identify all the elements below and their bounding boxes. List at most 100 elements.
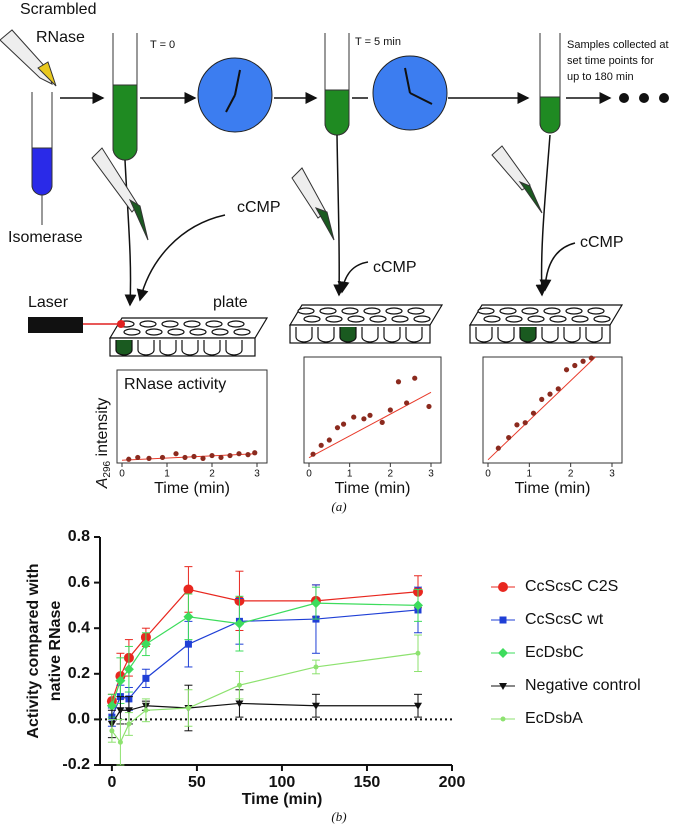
point: [209, 452, 215, 459]
well: [115, 340, 133, 356]
legend-label: EcDsbC: [525, 644, 584, 661]
x-tick-label: 1: [164, 469, 170, 480]
well: [405, 327, 423, 343]
well: [295, 327, 313, 343]
well: [549, 315, 567, 323]
point: [218, 454, 224, 461]
point: [334, 425, 341, 431]
label: Scrambled: [20, 1, 96, 18]
pipette: [91, 145, 543, 241]
point: [555, 386, 561, 392]
x-tick-label: 50: [188, 774, 206, 791]
well: [383, 327, 401, 343]
well: [145, 328, 163, 336]
well: [339, 327, 357, 343]
point: [379, 419, 385, 425]
legend-label: CcScsC C2S: [525, 578, 618, 595]
y-tick-label: 0.0: [68, 711, 90, 728]
marker: [498, 582, 508, 592]
marker: [143, 707, 149, 713]
series-line: [111, 652, 419, 744]
x-tick-label: 0: [485, 469, 491, 480]
x-axis-label: Time (min): [515, 480, 591, 497]
series-line: [111, 609, 419, 718]
well: [563, 327, 581, 343]
x-axis-label: Time (min): [335, 480, 411, 497]
marker: [115, 675, 126, 686]
label: up to 180 min: [567, 71, 634, 83]
point: [126, 456, 132, 462]
well: [303, 315, 321, 323]
tube: [324, 33, 350, 136]
well: [361, 327, 379, 343]
point: [227, 452, 233, 459]
label: Isomerase: [8, 229, 83, 246]
well: [137, 340, 155, 356]
point: [412, 375, 418, 381]
point: [351, 414, 357, 420]
x-tick-label: 1: [347, 469, 353, 480]
well: [587, 307, 605, 315]
point: [182, 454, 188, 461]
x-tick-label: 0: [107, 774, 116, 791]
y-tick-label: 0.2: [68, 665, 90, 682]
point: [563, 367, 570, 373]
pipette: [0, 29, 57, 87]
point: [191, 453, 197, 460]
panel-label: (a): [331, 499, 346, 514]
well: [181, 340, 199, 356]
series-line: [111, 588, 419, 702]
well: [159, 340, 177, 356]
point: [252, 450, 258, 456]
marker: [142, 674, 150, 682]
marker: [236, 682, 242, 688]
marker: [311, 702, 320, 710]
label: Samples collected at: [567, 39, 669, 51]
point: [539, 396, 545, 402]
well: [297, 307, 315, 315]
y-axis-label: A296 intensity: [94, 398, 112, 490]
y-tick-label: 0.4: [68, 619, 90, 636]
label: T = 0: [150, 39, 175, 51]
point: [404, 400, 410, 406]
point: [245, 452, 251, 458]
marker: [310, 598, 321, 609]
label: Laser: [28, 294, 69, 311]
well: [325, 315, 343, 323]
marker: [183, 584, 194, 595]
x-tick-label: 2: [568, 469, 574, 480]
well: [139, 320, 157, 328]
point: [200, 455, 206, 461]
fit-line: [121, 453, 258, 461]
legend-label: CcScsC wt: [525, 611, 604, 628]
y-axis-subscript: 296: [102, 460, 113, 477]
x-tick-label: 3: [254, 469, 260, 480]
point: [395, 379, 402, 385]
well: [571, 315, 589, 323]
well: [205, 320, 223, 328]
laser-spot: [117, 320, 125, 328]
point: [318, 442, 324, 448]
well: [541, 327, 559, 343]
point: [495, 445, 501, 451]
point: [310, 451, 316, 457]
point: [159, 454, 166, 461]
arrows: [124, 134, 576, 307]
well: [347, 315, 365, 323]
well: [391, 315, 409, 323]
laser: [28, 317, 83, 333]
marker: [185, 705, 191, 711]
ellipsis: [619, 93, 669, 103]
well: [543, 307, 561, 315]
well: [475, 327, 493, 343]
legend-label: EcDsbA: [525, 710, 583, 727]
y-tick-label: -0.2: [62, 756, 90, 773]
marker: [499, 616, 507, 624]
point: [426, 403, 432, 410]
marker: [124, 707, 133, 715]
x-tick-label: 2: [388, 469, 394, 480]
well: [519, 327, 537, 343]
tube: [539, 33, 561, 134]
well: [527, 315, 545, 323]
